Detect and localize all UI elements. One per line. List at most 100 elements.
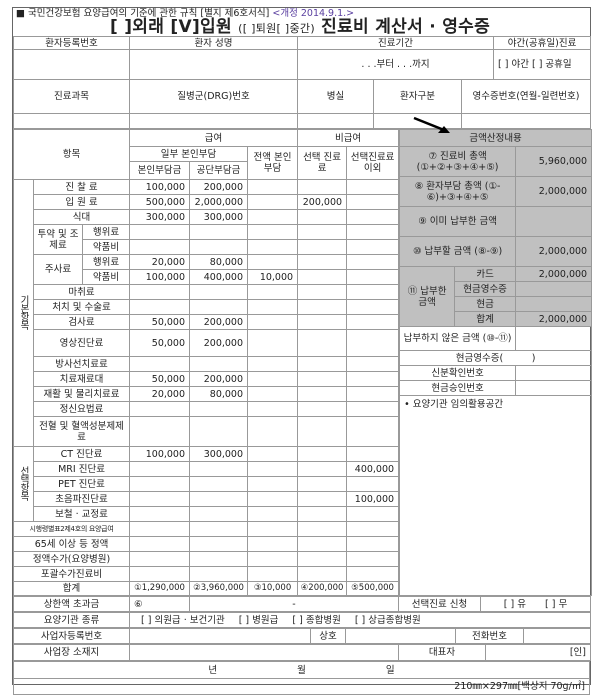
- amount-cell[interactable]: 20,000: [129, 254, 191, 270]
- amount-cell[interactable]: [346, 329, 400, 357]
- amount-cell[interactable]: [346, 269, 400, 285]
- inst-opt-clinic[interactable]: [ ] 의원급 · 보건기관: [141, 614, 225, 626]
- amount-cell[interactable]: [189, 551, 249, 567]
- amount-cell[interactable]: [346, 551, 400, 567]
- patient-name-field[interactable]: [129, 49, 298, 80]
- inst-opt-hospital[interactable]: [ ] 병원급: [238, 614, 279, 626]
- amount-cell[interactable]: [189, 224, 249, 240]
- amount-cell[interactable]: [297, 401, 348, 417]
- amount-cell[interactable]: [247, 314, 299, 330]
- amount-cell[interactable]: [189, 521, 249, 537]
- amount-cell[interactable]: [297, 209, 348, 225]
- amount-cell[interactable]: [189, 566, 249, 582]
- amount-cell[interactable]: 300,000: [189, 446, 249, 462]
- cash-receipt-type[interactable]: 현금영수증( ): [399, 350, 593, 366]
- receipt-no-field[interactable]: [460, 113, 592, 129]
- amount-cell[interactable]: [189, 476, 249, 492]
- amount-cell[interactable]: [297, 536, 348, 552]
- amount-cell[interactable]: [247, 416, 299, 447]
- amount-cell[interactable]: 80,000: [189, 386, 249, 402]
- amount-cell[interactable]: [346, 179, 400, 195]
- amount-cell[interactable]: [346, 284, 400, 300]
- amount-cell[interactable]: [129, 416, 191, 447]
- amount-cell[interactable]: [129, 461, 191, 477]
- amount-cell[interactable]: [247, 506, 299, 522]
- amount-cell[interactable]: [129, 506, 191, 522]
- amount-cell[interactable]: [297, 506, 348, 522]
- amount-cell[interactable]: [129, 536, 191, 552]
- amount-cell[interactable]: [129, 551, 191, 567]
- amount-cell[interactable]: [297, 461, 348, 477]
- patient-no-field[interactable]: [13, 49, 130, 80]
- amount-cell[interactable]: [346, 254, 400, 270]
- amount-cell[interactable]: [189, 506, 249, 522]
- amount-cell[interactable]: [247, 536, 299, 552]
- inst-opt-tertiary[interactable]: [ ] 상급종합병원: [354, 614, 421, 626]
- amount-cell[interactable]: [346, 386, 400, 402]
- room-field[interactable]: [297, 113, 374, 129]
- amount-cell[interactable]: [247, 491, 299, 507]
- amount-cell[interactable]: [346, 194, 400, 210]
- amount-cell[interactable]: [129, 224, 191, 240]
- amount-cell[interactable]: [297, 416, 348, 447]
- amount-cell[interactable]: [247, 566, 299, 582]
- ceiling-value[interactable]: -: [189, 596, 399, 612]
- amount-cell[interactable]: 50,000: [129, 314, 191, 330]
- amount-cell[interactable]: [297, 239, 348, 255]
- amount-cell[interactable]: [189, 536, 249, 552]
- biz-no-field[interactable]: [129, 628, 311, 644]
- drg-field[interactable]: [129, 113, 298, 129]
- amount-cell[interactable]: [297, 476, 348, 492]
- amount-cell[interactable]: [247, 239, 299, 255]
- amount-cell[interactable]: [129, 239, 191, 255]
- amount-cell[interactable]: 300,000: [189, 209, 249, 225]
- amount-cell[interactable]: [189, 461, 249, 477]
- amount-cell[interactable]: [297, 299, 348, 315]
- amount-cell[interactable]: 200,000: [189, 179, 249, 195]
- amount-cell[interactable]: [346, 536, 400, 552]
- amount-cell[interactable]: [297, 329, 348, 357]
- amount-cell[interactable]: [129, 299, 191, 315]
- amount-cell[interactable]: [297, 179, 348, 195]
- amount-cell[interactable]: ③10,000: [247, 581, 299, 596]
- amount-cell[interactable]: [189, 284, 249, 300]
- amount-cell[interactable]: 300,000: [129, 209, 191, 225]
- amount-cell[interactable]: [297, 314, 348, 330]
- outpatient-checkbox[interactable]: [ ]외래: [109, 17, 165, 37]
- amount-cell[interactable]: [346, 209, 400, 225]
- inpatient-checkbox[interactable]: [V]입원: [170, 17, 232, 37]
- amount-cell[interactable]: [247, 551, 299, 567]
- amount-cell[interactable]: [247, 329, 299, 357]
- amount-cell[interactable]: [247, 371, 299, 387]
- amount-cell[interactable]: 200,000: [189, 314, 249, 330]
- amount-cell[interactable]: ①1,290,000: [129, 581, 191, 596]
- amount-cell[interactable]: 400,000: [189, 269, 249, 285]
- amount-cell[interactable]: [247, 386, 299, 402]
- amount-cell[interactable]: [297, 566, 348, 582]
- amount-cell[interactable]: [247, 254, 299, 270]
- amount-cell[interactable]: 100,000: [129, 179, 191, 195]
- amount-cell[interactable]: 10,000: [247, 269, 299, 285]
- amount-cell[interactable]: [247, 356, 299, 372]
- amount-cell[interactable]: [247, 299, 299, 315]
- amount-cell[interactable]: [346, 314, 400, 330]
- amount-cell[interactable]: [346, 506, 400, 522]
- amount-cell[interactable]: [189, 356, 249, 372]
- amount-cell[interactable]: [346, 239, 400, 255]
- amount-cell[interactable]: [247, 401, 299, 417]
- amount-cell[interactable]: [297, 284, 348, 300]
- amount-cell[interactable]: [189, 416, 249, 447]
- amount-cell[interactable]: [346, 356, 400, 372]
- amount-cell[interactable]: 200,000: [297, 194, 348, 210]
- amount-cell[interactable]: [297, 371, 348, 387]
- unpaid-value[interactable]: [515, 326, 593, 351]
- amount-cell[interactable]: [247, 461, 299, 477]
- amount-cell[interactable]: [129, 521, 191, 537]
- amount-cell[interactable]: [346, 416, 400, 447]
- inst-opt-general[interactable]: [ ] 종합병원: [292, 614, 341, 626]
- period-field[interactable]: . . .부터 . . .까지: [296, 49, 495, 80]
- amount-cell[interactable]: [247, 521, 299, 537]
- amount-cell[interactable]: [297, 521, 348, 537]
- amount-cell[interactable]: [247, 476, 299, 492]
- amount-cell[interactable]: [189, 299, 249, 315]
